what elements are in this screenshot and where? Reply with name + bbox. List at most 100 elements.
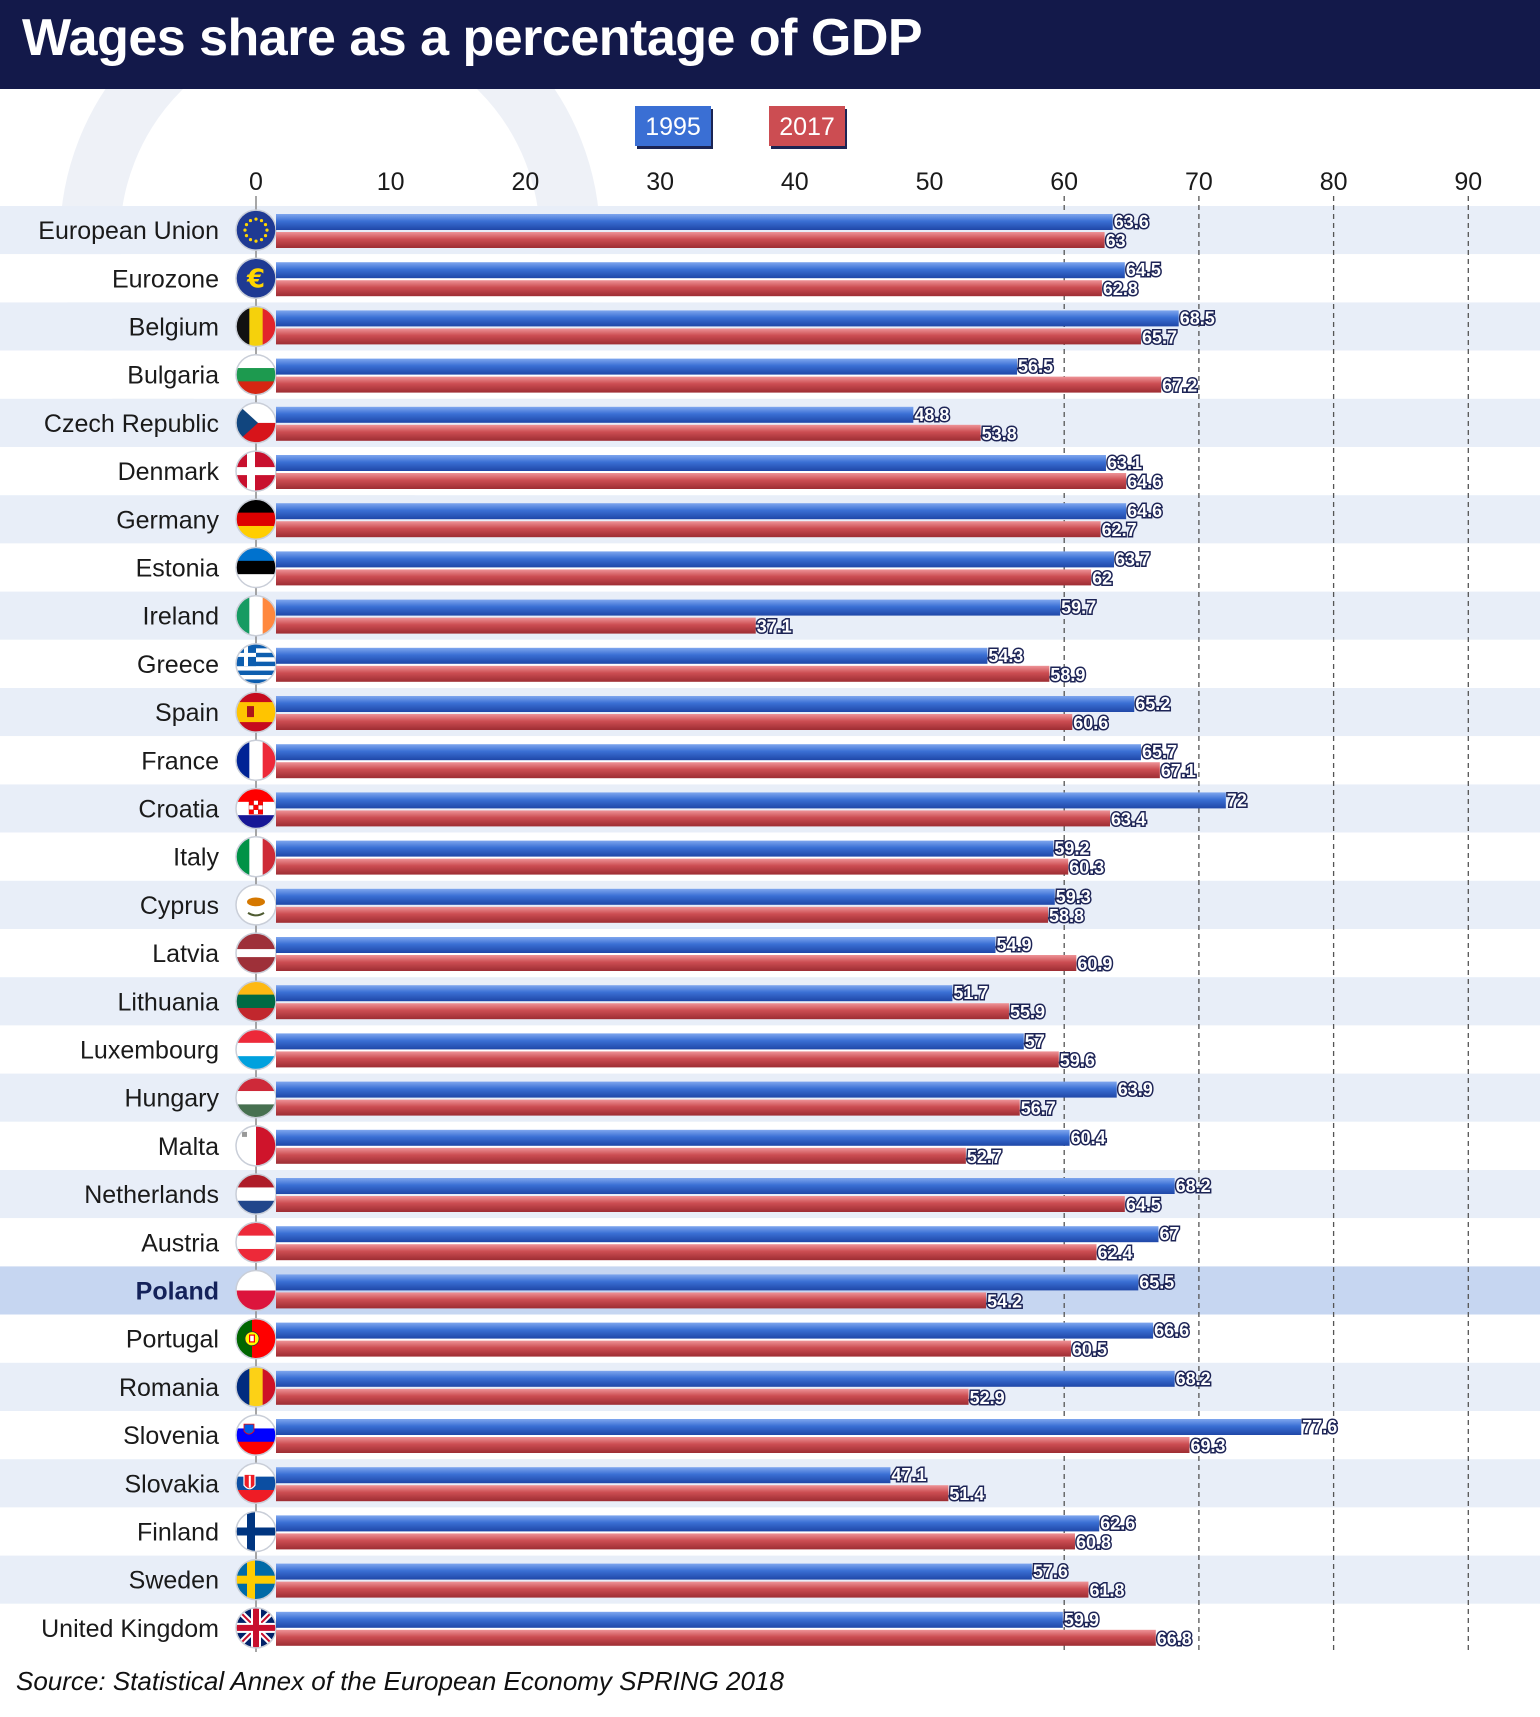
flag-ring <box>235 402 277 444</box>
row-hungary: Hungary 63.9 56.7 <box>125 1076 1154 1120</box>
flag-ring <box>235 209 277 251</box>
row-austria: Austria 67 62.4 <box>141 1221 1181 1265</box>
value-label-1995: 68.5 <box>1180 308 1215 328</box>
value-label-2017: 62.8 <box>1103 279 1138 299</box>
row-lithuania: Lithuania 51.7 55.9 <box>118 980 1047 1024</box>
portugal-flag-icon <box>236 1318 276 1359</box>
row-poland: Poland 65.5 54.2 <box>136 1269 1176 1313</box>
value-label-2017: 56.7 <box>1021 1099 1056 1119</box>
row-united-kingdom: United Kingdom 59.9 66.8 <box>41 1607 1193 1650</box>
value-label-1995: 72 <box>1227 790 1247 810</box>
country-label: Slovenia <box>123 1422 219 1450</box>
value-label-1995: 59.3 <box>1056 887 1091 907</box>
bar-1995 <box>276 1370 1175 1387</box>
value-label-2017: 63.4 <box>1111 809 1146 829</box>
row-portugal: Portugal 66.6 60.5 <box>126 1317 1191 1361</box>
bar-2017 <box>276 1099 1020 1116</box>
malta-flag-icon <box>236 1125 276 1166</box>
bar-1995 <box>276 1563 1032 1580</box>
bar-2017 <box>276 328 1141 345</box>
x-tick-label: 50 <box>916 168 944 196</box>
bar-1995 <box>276 455 1106 471</box>
bar-1995 <box>276 1081 1117 1098</box>
bar-2017 <box>276 810 1110 827</box>
bar-1995 <box>276 599 1061 616</box>
row-romania: Romania 68.2 52.9 <box>119 1366 1212 1409</box>
row-greece: Greece 54.3 58.9 <box>137 643 1087 686</box>
bar-1995 <box>276 937 996 953</box>
bar-2017 <box>276 1003 1009 1020</box>
row-european-union: European Union 63.663 <box>38 209 1150 253</box>
value-label-1995: 59.7 <box>1061 598 1096 618</box>
value-label-2017: 60.5 <box>1072 1340 1107 1360</box>
value-label-1995: 63.9 <box>1118 1080 1153 1100</box>
bar-1995 <box>276 358 1018 375</box>
value-label-2017: 52.7 <box>967 1147 1002 1167</box>
flag-ring <box>235 691 277 733</box>
value-label-2017: 61.8 <box>1089 1581 1124 1601</box>
sweden-flag-icon <box>236 1559 276 1600</box>
latvia-flag-icon <box>236 933 276 974</box>
value-label-2017: 37.1 <box>757 617 792 637</box>
row-luxembourg: Luxembourg 57 59.6 <box>80 1028 1096 1072</box>
bar-2017 <box>276 1388 969 1405</box>
bar-2017 <box>276 1244 1097 1261</box>
bar-2017 <box>276 1485 949 1502</box>
row-latvia: Latvia 54.9 60.9 <box>152 932 1114 976</box>
chart-title: Wages share as a percentage of GDP <box>22 9 923 67</box>
value-label-2017: 65.7 <box>1142 327 1177 347</box>
value-label-2017: 64.5 <box>1126 1195 1161 1215</box>
country-label: Sweden <box>129 1567 219 1595</box>
title-bar: Wages share as a percentage of GDP <box>0 0 1540 89</box>
bar-2017 <box>276 1147 966 1164</box>
value-label-2017: 60.3 <box>1069 858 1104 878</box>
value-label-1995: 51.7 <box>953 983 988 1003</box>
legend-label: 1995 <box>645 113 701 141</box>
value-label-1995: 54.3 <box>988 646 1023 666</box>
value-label-2017: 69.3 <box>1190 1436 1225 1456</box>
flag-ring <box>235 1076 277 1119</box>
value-label-1995: 56.5 <box>1018 357 1053 377</box>
bar-2017 <box>276 473 1127 489</box>
country-label: Italy <box>173 844 219 872</box>
bar-1995 <box>276 1129 1070 1146</box>
bar-1995 <box>276 1419 1302 1435</box>
bar-1995 <box>276 310 1179 327</box>
value-label-1995: 59.9 <box>1064 1610 1099 1630</box>
bar-1995 <box>276 985 953 1002</box>
bar-1995 <box>276 503 1127 520</box>
value-label-1995: 54.9 <box>997 935 1032 955</box>
row-malta: Malta 60.4 52.7 <box>158 1125 1107 1168</box>
bar-2017 <box>276 521 1101 538</box>
united-kingdom-flag-icon <box>236 1607 276 1648</box>
row-estonia: Estonia 63.762 <box>136 546 1152 590</box>
flag-ring <box>235 1510 277 1553</box>
czech-flag-icon <box>236 402 276 443</box>
x-tick-label: 10 <box>377 168 405 196</box>
row-bulgaria: Bulgaria 56.5 67.2 <box>127 353 1199 397</box>
flag-ring <box>235 1414 277 1456</box>
row-croatia: Croatia 72 63.4 <box>138 787 1248 831</box>
country-label: Belgium <box>129 314 219 342</box>
row-sweden: Sweden 57.6 61.8 <box>129 1558 1126 1602</box>
country-label: Czech Republic <box>44 410 219 438</box>
flag-ring <box>235 1269 277 1312</box>
value-label-2017: 60.9 <box>1077 954 1112 974</box>
bar-1995 <box>276 1033 1024 1050</box>
bar-2017 <box>276 858 1069 875</box>
country-label: Latvia <box>152 940 219 968</box>
flag-ring <box>235 932 277 974</box>
value-label-1995: 65.7 <box>1142 742 1177 762</box>
row-finland: Finland 62.660.8 <box>137 1510 1137 1554</box>
bar-2017 <box>276 906 1049 923</box>
country-label: Cyprus <box>140 892 219 920</box>
bar-1995 <box>276 647 988 664</box>
value-label-2017: 60.6 <box>1073 713 1108 733</box>
eu-flag-icon <box>236 210 276 251</box>
country-label: Spain <box>155 699 219 727</box>
bar-1995 <box>276 792 1226 809</box>
value-label-1995: 63.7 <box>1115 549 1150 569</box>
country-label: Ireland <box>143 603 219 631</box>
flag-ring <box>235 884 277 926</box>
country-label: Bulgaria <box>127 362 219 390</box>
